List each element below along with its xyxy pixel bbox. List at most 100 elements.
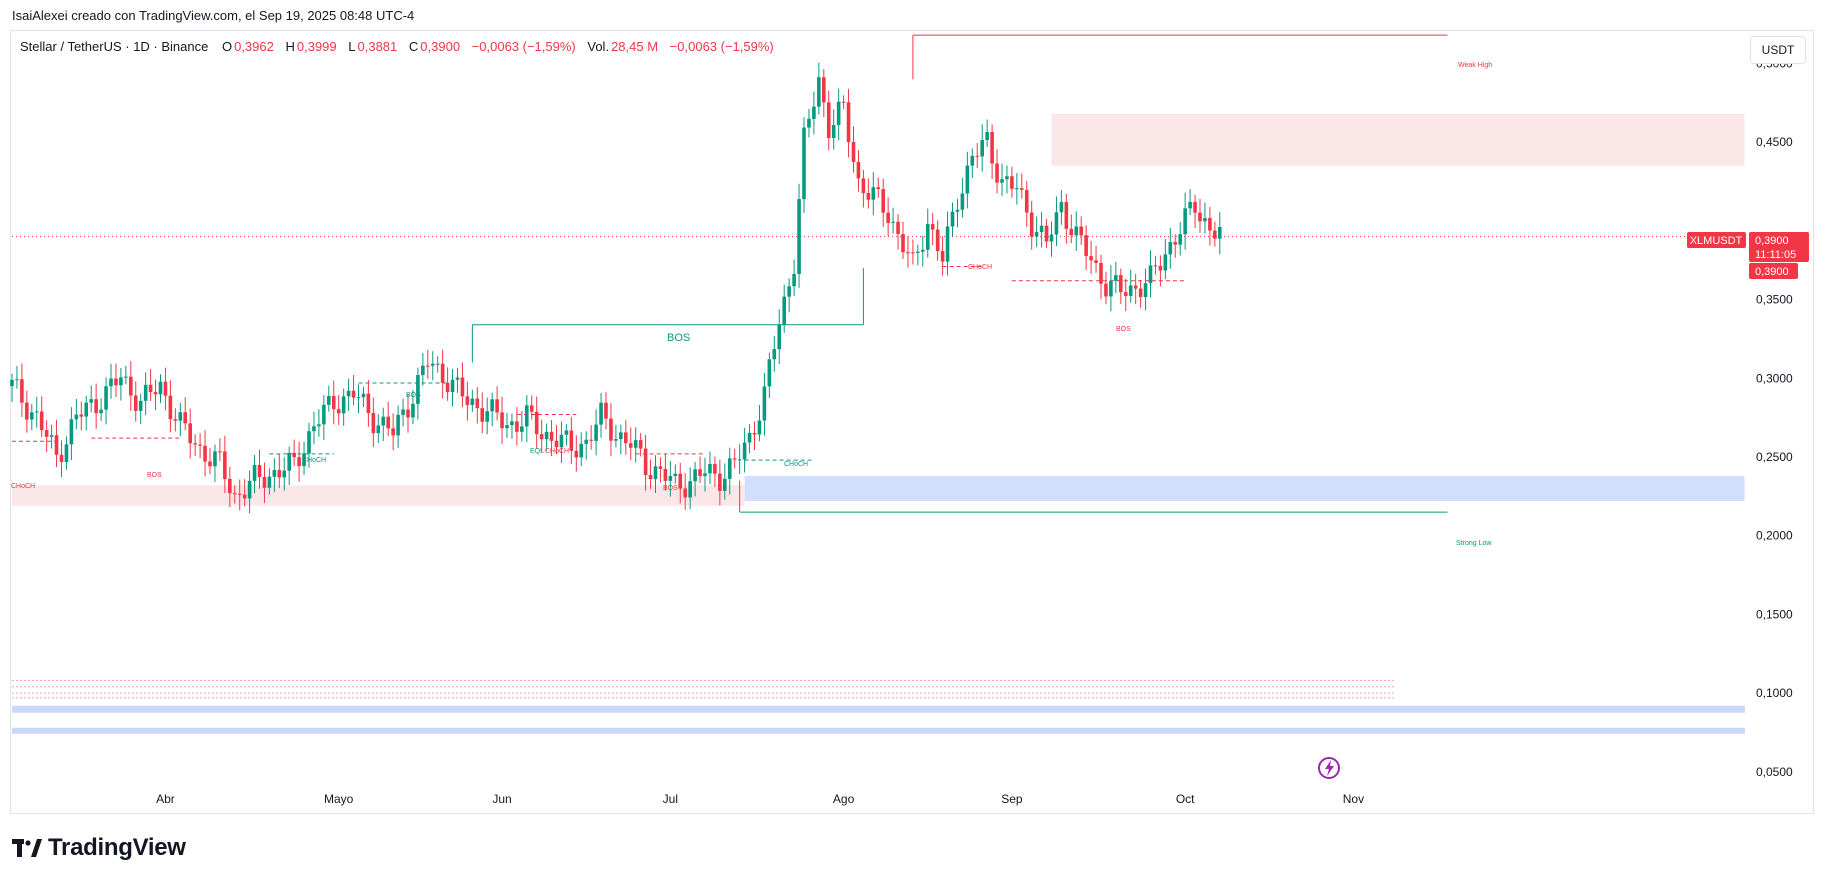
candle-body [658, 466, 663, 469]
candle-body [955, 209, 960, 212]
candle-body [262, 476, 267, 488]
legend-high-label: H [285, 39, 295, 54]
legend-open-label: O [221, 39, 233, 54]
candle-body [777, 324, 782, 350]
candle-body [346, 390, 351, 397]
candle-body [1084, 235, 1088, 257]
candle-body [638, 440, 643, 449]
currency-button[interactable]: USDT [1750, 36, 1806, 64]
candle-body [906, 252, 910, 254]
candle-body [173, 419, 178, 421]
tradingview-logo[interactable]: TradingView [12, 834, 186, 862]
candle-body [594, 424, 598, 441]
candle-body [495, 399, 499, 413]
candle-body [450, 379, 455, 393]
candle-body [430, 363, 435, 366]
candle-body [252, 464, 257, 481]
candle-body [1203, 218, 1207, 222]
candle-body [168, 395, 173, 420]
candle-body [406, 409, 410, 418]
zone-supply-2 [12, 485, 745, 506]
candle-body [737, 459, 742, 461]
candle-body [703, 473, 707, 476]
candle-body [69, 419, 74, 445]
candle-body [1143, 283, 1148, 298]
candle-body [302, 453, 306, 467]
candle-body [64, 444, 69, 462]
last-price-tag-bg [1749, 232, 1809, 262]
eql-label: EQL [530, 448, 544, 455]
time-tick-label: Ago [833, 792, 855, 806]
candle-body [356, 397, 361, 399]
candle-body [15, 379, 19, 381]
candle-body [797, 199, 801, 274]
time-tick-label: Mayo [324, 792, 354, 806]
candle-body [148, 384, 153, 393]
candle-body [371, 413, 376, 434]
candle-body [440, 363, 445, 383]
candle-body [257, 464, 262, 477]
candle-body [718, 473, 722, 491]
candle-body [1089, 256, 1093, 261]
candle-body [648, 475, 653, 480]
last-price-tag-text: 0,3900 [1755, 235, 1789, 247]
candle-body [698, 469, 702, 476]
candle-body [604, 402, 608, 419]
candle-body [287, 452, 291, 471]
candle-body [124, 376, 128, 378]
lightning-icon-bolt [1325, 760, 1334, 776]
bottom-demand-band-2 [12, 727, 1745, 734]
candle-body [203, 445, 207, 462]
candle-body [1099, 262, 1103, 284]
candle-body [1178, 234, 1182, 245]
zone-supply-0 [1051, 113, 1745, 166]
candle-body [599, 402, 603, 425]
candle-body [312, 426, 316, 432]
price-tick-label: 0,2500 [1756, 450, 1793, 464]
candle-body [242, 494, 247, 499]
candle-body [366, 393, 371, 414]
lightning-icon-circle [1318, 757, 1340, 779]
candle-body [970, 155, 975, 166]
lightning-icon[interactable] [1318, 757, 1340, 779]
candle-body [188, 423, 192, 444]
time-tick-label: Jul [663, 792, 678, 806]
candle-body [950, 211, 955, 227]
candle-body [1138, 288, 1143, 298]
candle-body [1153, 265, 1158, 267]
candle-body [1034, 232, 1039, 237]
candle-body [470, 398, 475, 406]
candle-body [559, 434, 564, 448]
candle-body [792, 273, 796, 287]
candle-body [1015, 188, 1019, 190]
candle-body [109, 378, 113, 387]
price-tick-label: 0,3500 [1756, 293, 1793, 307]
candle-body [663, 468, 668, 481]
candle-body [213, 451, 217, 467]
time-tick-label: Jun [492, 792, 511, 806]
countdown-text: 11:11:05 [1755, 249, 1796, 261]
candle-body [742, 442, 747, 460]
last-price-line-tag-text: 0,3900 [1755, 266, 1789, 278]
candle-body [1039, 225, 1044, 233]
choch-label-5: CHoCH [968, 264, 992, 271]
candle-body [1123, 292, 1128, 296]
candle-body [376, 425, 381, 434]
legend-close-value: 0,3900 [420, 39, 461, 54]
candle-body [465, 396, 470, 406]
candle-body [1109, 280, 1113, 297]
candle-body [485, 411, 489, 422]
candle-body [25, 402, 29, 420]
candle-body [757, 420, 762, 435]
candle-body [688, 481, 692, 498]
candle-body [569, 430, 574, 451]
candle-body [851, 141, 856, 162]
candle-body [401, 409, 405, 415]
legend-symbol[interactable]: Stellar / TetherUS · 1D · Binance [20, 39, 209, 54]
bos-label-2: BOS [147, 472, 162, 479]
candle-body [995, 163, 999, 183]
candle-body [163, 381, 168, 396]
candle-body [1064, 202, 1069, 229]
candle-body [247, 480, 252, 499]
